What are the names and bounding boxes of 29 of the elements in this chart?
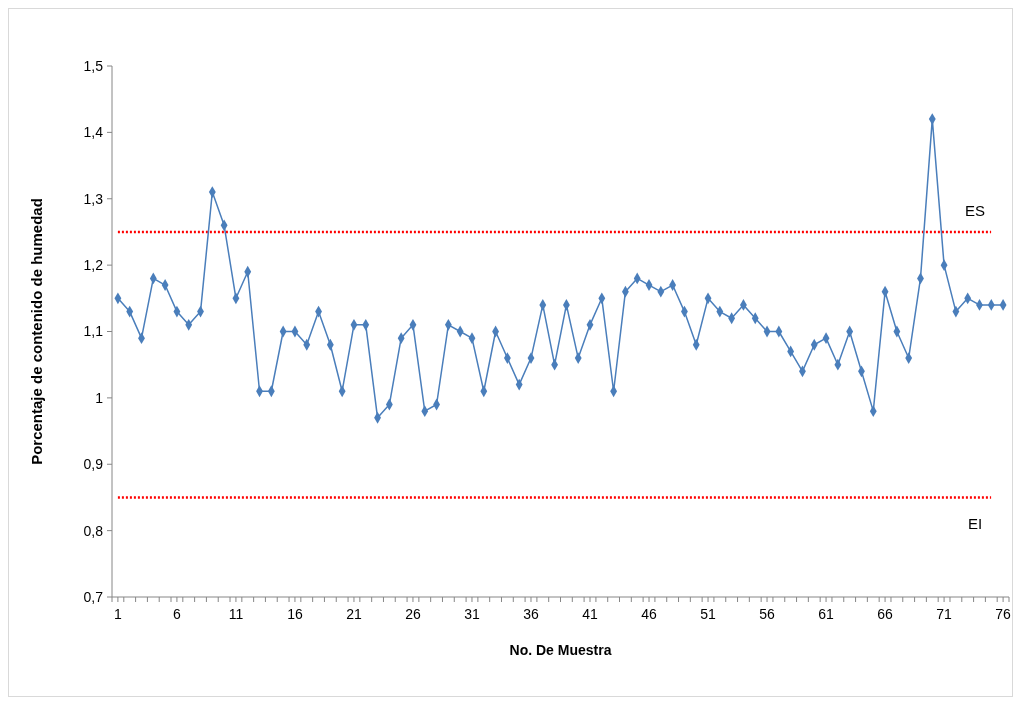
y-tick-label: 1,2 [83,257,104,274]
x-tick-label: 76 [995,606,1012,622]
ref-line-label: EI [968,515,983,533]
y-tick-label: 1,3 [83,190,104,207]
x-tick-label: 61 [818,606,835,622]
x-tick-label: 6 [173,606,182,622]
x-tick-label: 21 [346,606,362,622]
y-tick-label: 0,9 [83,456,104,473]
y-tick-label: 1 [95,389,104,406]
x-tick-label: 46 [641,606,658,622]
x-tick-label: 51 [700,606,717,622]
y-tick-label: 0,7 [83,588,104,605]
y-tick-label: 0,8 [83,522,104,539]
x-tick-label: 56 [759,606,776,622]
x-tick-label: 71 [936,606,953,622]
x-tick-label: 31 [464,606,480,622]
y-tick-label: 1,4 [83,124,104,141]
ref-line-label: ES [965,201,986,219]
x-tick-label: 16 [287,606,303,622]
y-tick-label: 1,1 [83,323,104,340]
x-tick-label: 26 [405,606,421,622]
x-tick-label: 11 [228,606,244,622]
x-tick-label: 66 [877,606,894,622]
y-tick-label: 1,5 [83,57,104,74]
x-axis-title: No. De Muestra [509,642,612,658]
x-tick-label: 41 [582,606,598,622]
x-tick-label: 1 [114,606,122,622]
x-tick-label: 36 [523,606,539,622]
y-axis-title: Porcentaje de contenido de humedad [28,198,45,465]
